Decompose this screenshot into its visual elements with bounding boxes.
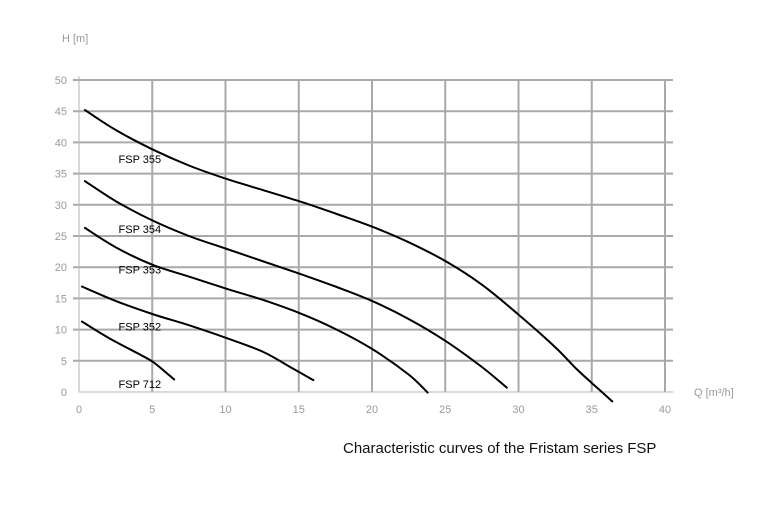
curve-labels: FSP 355 FSP 354 FSP 353 FSP 352 FSP 712 xyxy=(119,154,162,391)
x-axis-title: Q [m³/h] xyxy=(694,387,734,399)
y-tick-label: 35 xyxy=(55,169,67,181)
y-tick-label: 15 xyxy=(55,293,67,305)
y-tick-label: 45 xyxy=(55,106,67,118)
curve-label-fsp-712: FSP 712 xyxy=(119,379,162,391)
curve-fsp-353 xyxy=(83,226,429,394)
y-tick-label: 25 xyxy=(55,231,67,243)
grid xyxy=(73,76,673,393)
x-tick-label: 0 xyxy=(76,404,82,416)
y-tick-label: 50 xyxy=(55,75,67,87)
x-tick-label: 35 xyxy=(586,404,598,416)
curve-label-fsp-352: FSP 352 xyxy=(119,321,162,333)
x-tick-label: 20 xyxy=(366,404,378,416)
curve-fsp-354 xyxy=(83,180,508,389)
x-tick-label: 5 xyxy=(149,404,155,416)
curve-fsp-355 xyxy=(83,109,614,403)
curve-fsp-712 xyxy=(80,320,176,381)
y-tick-label: 0 xyxy=(61,387,67,399)
y-axis-title: H [m] xyxy=(62,33,88,45)
chart-caption: Characteristic curves of the Fristam ser… xyxy=(343,440,657,457)
x-tick-label: 10 xyxy=(219,404,231,416)
curves xyxy=(80,109,614,403)
curve-label-fsp-355: FSP 355 xyxy=(119,154,162,166)
y-tick-label: 20 xyxy=(55,262,67,274)
y-tick-label: 5 xyxy=(61,356,67,368)
x-tick-label: 30 xyxy=(512,404,524,416)
curve-fsp-352 xyxy=(80,285,315,382)
y-tick-label: 10 xyxy=(55,325,67,337)
x-tick-label: 15 xyxy=(293,404,305,416)
tick-labels: 0 5 10 15 20 25 30 35 40 45 50 0 5 10 15 20 25 30 35 40 xyxy=(55,75,671,416)
curve-label-fsp-353: FSP 353 xyxy=(119,265,162,277)
y-tick-label: 30 xyxy=(55,200,67,212)
y-tick-label: 40 xyxy=(55,137,67,149)
curve-label-fsp-354: FSP 354 xyxy=(119,224,162,236)
x-tick-label: 25 xyxy=(439,404,451,416)
x-tick-label: 40 xyxy=(659,404,671,416)
